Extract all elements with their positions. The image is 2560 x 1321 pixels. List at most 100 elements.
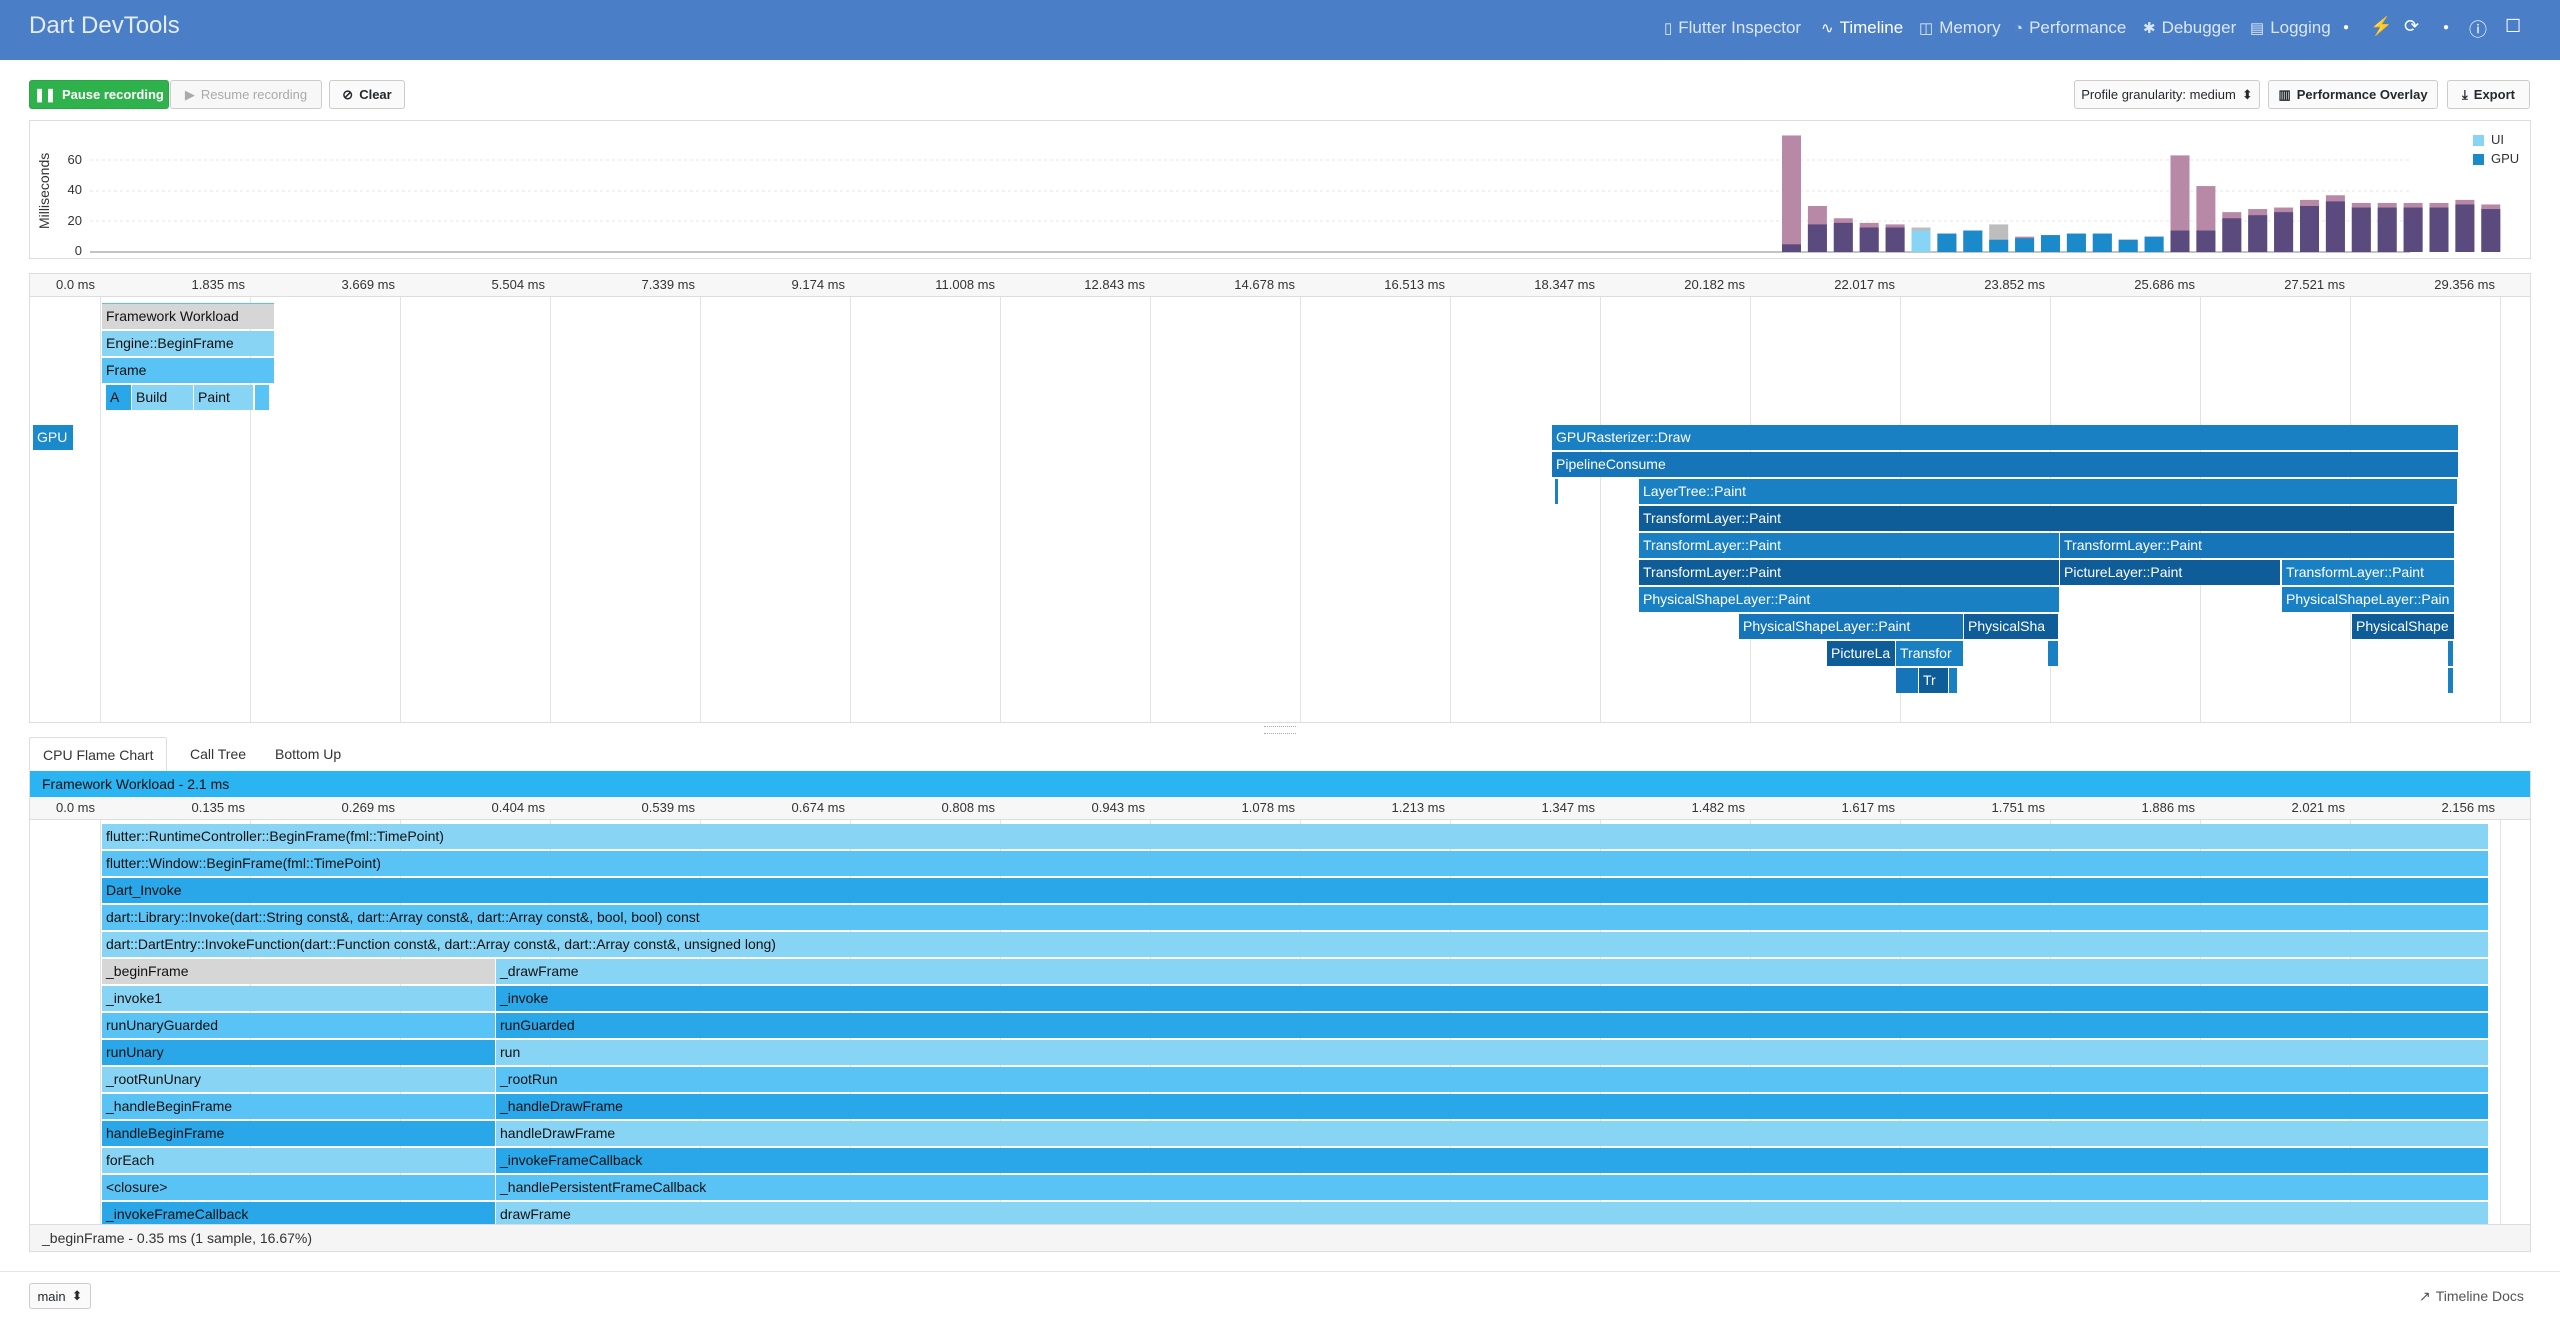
clear-button[interactable]: ⊘ Clear	[329, 80, 405, 109]
flame-frame[interactable]: _invokeFrameCallback	[102, 1202, 495, 1227]
timeline-event[interactable]: Tr	[1919, 668, 1948, 693]
gpu-frame-bar[interactable]	[2351, 207, 2371, 252]
gpu-frame-bar[interactable]	[2015, 238, 2035, 252]
timeline-event[interactable]	[2048, 641, 2058, 666]
gpu-frame-bar[interactable]	[2041, 235, 2060, 252]
timeline-event[interactable]: PhysicalShapeLayer::Paint	[1639, 587, 2059, 612]
export-button[interactable]: ⤓ Export	[2447, 80, 2530, 109]
info-icon[interactable]: ⓘ	[2469, 20, 2487, 40]
timeline-event[interactable]: PhysicalSha	[1964, 614, 2058, 639]
gpu-frame-bar[interactable]	[2274, 212, 2294, 252]
gpu-frame-bar[interactable]	[1963, 230, 1983, 252]
flame-frame[interactable]: dart::Library::Invoke(dart::String const…	[102, 905, 2488, 930]
flame-frame[interactable]: drawFrame	[496, 1202, 2488, 1227]
gpu-frame-bar[interactable]	[2248, 215, 2268, 252]
flame-frame[interactable]: forEach	[102, 1148, 495, 1173]
timeline-event[interactable]: PhysicalShapeLayer::Paint	[1739, 614, 1963, 639]
gpu-frame-bar[interactable]	[2092, 233, 2112, 252]
gpu-frame-bar[interactable]	[2325, 201, 2345, 252]
gpu-frame-bar[interactable]	[1911, 230, 1931, 252]
gpu-frame-bar[interactable]	[2403, 207, 2423, 252]
tab-flutter-inspector[interactable]: ▯ Flutter Inspector	[1664, 18, 1802, 37]
timeline-event[interactable]: TransformLayer::Paint	[2060, 533, 2454, 558]
flame-frame[interactable]: runUnary	[102, 1040, 495, 1065]
gpu-frame-bar[interactable]	[2377, 207, 2397, 252]
gpu-frame-bar[interactable]	[2170, 230, 2190, 252]
flame-frame[interactable]: _invoke	[496, 986, 2488, 1011]
flame-frame[interactable]: runUnaryGuarded	[102, 1013, 495, 1038]
gpu-frame-bar[interactable]	[2300, 206, 2319, 252]
hot-restart-icon[interactable]: ⟳	[2404, 16, 2420, 36]
flame-frame[interactable]: _beginFrame	[102, 959, 495, 984]
flame-frame[interactable]: runGuarded	[496, 1013, 2488, 1038]
flame-frame[interactable]: _rootRunUnary	[102, 1067, 495, 1092]
tab-bottom-up[interactable]: Bottom Up	[275, 746, 342, 762]
gpu-frame-bar[interactable]	[2429, 207, 2449, 252]
timeline-event[interactable]: PipelineConsume	[1552, 452, 2458, 477]
timeline-event[interactable]: TransformLayer::Paint	[1639, 533, 2059, 558]
flame-frame[interactable]: Dart_Invoke	[102, 878, 2488, 903]
tab-timeline[interactable]: ∿ Timeline	[1821, 18, 1904, 37]
flame-frame[interactable]: flutter::Window::BeginFrame(fml::TimePoi…	[102, 851, 2488, 876]
flame-frame[interactable]: _invoke1	[102, 986, 495, 1011]
timeline-event[interactable]	[1896, 668, 1918, 693]
flame-frame[interactable]: _drawFrame	[496, 959, 2488, 984]
timeline-event[interactable]: Build	[132, 385, 193, 410]
flame-frame[interactable]: _handlePersistentFrameCallback	[496, 1175, 2488, 1200]
timeline-event[interactable]: Framework Workload	[102, 304, 274, 329]
gpu-frame-bar[interactable]	[1989, 239, 2009, 252]
flame-frame[interactable]: flutter::RuntimeController::BeginFrame(f…	[102, 824, 2488, 849]
timeline-event[interactable]: GPURasterizer::Draw	[1552, 425, 2458, 450]
gpu-frame-bar[interactable]	[1885, 227, 1905, 252]
tab-memory[interactable]: ◫ Memory	[1919, 18, 2001, 37]
tab-cpu-flame-chart[interactable]: CPU Flame Chart	[29, 737, 168, 771]
feedback-icon[interactable]: ☐	[2505, 16, 2522, 36]
timeline-event[interactable]: Transfor	[1896, 641, 1963, 666]
timeline-event[interactable]	[255, 385, 269, 410]
performance-overlay-button[interactable]: ▥ Performance Overlay	[2268, 80, 2438, 109]
ui-frame-bar[interactable]	[2170, 155, 2190, 252]
flame-frame[interactable]: _handleDrawFrame	[496, 1094, 2488, 1119]
timeline-event[interactable]	[1555, 479, 1558, 504]
split-drag-handle[interactable]	[1264, 726, 1296, 734]
timeline-docs-link[interactable]: ↗ Timeline Docs	[2419, 1288, 2524, 1304]
gpu-frame-bar[interactable]	[2144, 236, 2164, 252]
timeline-event[interactable]	[2448, 668, 2453, 693]
tab-debugger[interactable]: ✱ Debugger	[2143, 18, 2237, 37]
gpu-frame-bar[interactable]	[1807, 224, 1827, 252]
profile-granularity-select[interactable]: Profile granularity: medium ⬍	[2074, 80, 2260, 109]
timeline-event[interactable]: Paint	[194, 385, 253, 410]
gpu-frame-bar[interactable]	[1833, 222, 1853, 252]
flame-frame[interactable]: dart::DartEntry::InvokeFunction(dart::Fu…	[102, 932, 2488, 957]
resume-recording-button[interactable]: ▶ Resume recording	[170, 80, 322, 109]
timeline-event[interactable]: PictureLayer::Paint	[2060, 560, 2280, 585]
cpu-flame-chart[interactable]: Framework Workload - 2.1 ms 0.0 ms 0.135 …	[29, 771, 2531, 1252]
flame-frame[interactable]: <closure>	[102, 1175, 495, 1200]
flame-frame[interactable]: _handleBeginFrame	[102, 1094, 495, 1119]
timeline-event[interactable]	[1949, 668, 1957, 693]
timeline-event[interactable]	[2448, 641, 2453, 666]
timeline-event[interactable]: PhysicalShape	[2352, 614, 2454, 639]
gpu-frame-bar[interactable]	[2196, 230, 2216, 252]
flame-frame[interactable]: _rootRun	[496, 1067, 2488, 1092]
ui-frame-bar[interactable]	[1782, 135, 1801, 252]
timeline-event[interactable]: Frame	[102, 358, 274, 383]
gpu-frame-bar[interactable]	[1937, 233, 1957, 252]
gpu-frame-bar[interactable]	[1782, 244, 1801, 252]
gpu-frame-bar[interactable]	[2066, 233, 2086, 252]
tab-call-tree[interactable]: Call Tree	[190, 746, 247, 762]
flame-frame[interactable]: handleDrawFrame	[496, 1121, 2488, 1146]
timeline-event[interactable]: A	[106, 385, 131, 410]
gpu-frame-bar[interactable]	[2222, 218, 2242, 252]
timeline-event[interactable]: LayerTree::Paint	[1639, 479, 2457, 504]
timeline-event[interactable]: TransformLayer::Paint	[1639, 560, 2059, 585]
timeline-flame-chart[interactable]: 0.0 ms 1.835 ms 3.669 ms 5.504 ms 7.339 ms 9.…	[29, 273, 2531, 723]
gpu-frame-bar[interactable]	[2455, 204, 2475, 252]
frame-overview-chart[interactable]: Milliseconds 60 40 20 0 UI GPU	[29, 120, 2531, 259]
flame-frame[interactable]: run	[496, 1040, 2488, 1065]
flame-frame[interactable]: handleBeginFrame	[102, 1121, 495, 1146]
timeline-event[interactable]: Engine::BeginFrame	[102, 331, 274, 356]
lightning-icon[interactable]: ⚡	[2370, 16, 2393, 36]
timeline-event[interactable]: PictureLa	[1827, 641, 1895, 666]
gpu-frame-bar[interactable]	[2481, 209, 2501, 252]
